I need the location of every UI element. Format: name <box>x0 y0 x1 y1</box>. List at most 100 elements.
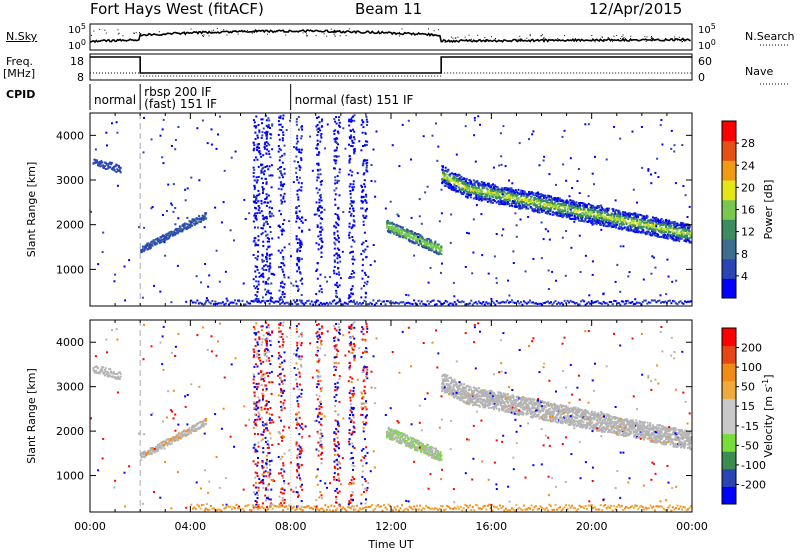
scatter-cell <box>609 215 612 218</box>
scatter-cell <box>334 283 337 286</box>
scatter-cell <box>572 217 574 220</box>
scatter-cell <box>270 164 273 167</box>
scatter-cell <box>463 191 466 194</box>
scatter-cell <box>525 206 528 208</box>
scatter-cell <box>362 162 365 165</box>
scatter-cell <box>684 235 687 237</box>
scatter-cell <box>619 290 622 293</box>
scatter-cell <box>260 233 263 236</box>
scatter-cell <box>150 451 153 454</box>
scatter-cell <box>295 280 298 283</box>
scatter-cell <box>210 143 213 146</box>
scatter-cell <box>477 191 480 194</box>
scatter-cell <box>686 216 689 218</box>
scatter-cell <box>349 158 352 160</box>
scatter-cell <box>449 388 452 391</box>
scatter-cell <box>253 179 256 182</box>
scatter-cell <box>419 235 422 238</box>
scatter-cell <box>270 282 273 285</box>
scatter-cell <box>415 235 418 238</box>
scatter-cell <box>389 301 391 304</box>
scatter-cell <box>265 124 268 127</box>
scatter-cell <box>496 193 499 196</box>
scatter-cell <box>414 241 417 244</box>
scatter-cell <box>622 221 624 224</box>
scatter-cell <box>366 303 369 306</box>
scatter-cell <box>257 239 260 242</box>
scatter-cell <box>673 150 676 153</box>
scatter-cell <box>650 227 653 230</box>
scatter-cell <box>676 222 679 225</box>
scatter-cell <box>546 199 549 202</box>
scatter-cell <box>116 184 119 187</box>
scatter-cell <box>649 231 652 234</box>
scatter-cell <box>317 169 319 172</box>
scatter-cell <box>435 303 438 306</box>
scatter-cell <box>675 231 678 234</box>
scatter-cell <box>605 221 608 224</box>
scatter-cell <box>177 232 179 235</box>
scatter-cell <box>317 153 320 156</box>
scatter-cell <box>141 248 144 251</box>
scatter-cell <box>538 302 540 305</box>
scatter-cell <box>177 228 179 230</box>
scatter-cell <box>497 200 500 203</box>
scatter-cell <box>452 384 455 387</box>
scatter-cell <box>672 221 675 224</box>
scatter-cell <box>293 160 296 163</box>
scatter-cell <box>350 288 353 291</box>
scatter-cell <box>654 230 657 233</box>
scatter-cell <box>444 300 447 302</box>
scatter-cell <box>594 209 597 212</box>
scatter-cell <box>208 301 211 304</box>
scatter-cell <box>539 206 542 209</box>
scatter-cell <box>334 182 337 185</box>
scatter-cell <box>335 116 338 118</box>
scatter-cell <box>472 251 475 254</box>
scatter-cell <box>300 245 302 248</box>
scatter-cell <box>278 166 281 169</box>
scatter-cell <box>260 155 263 158</box>
scatter-cell <box>300 148 303 151</box>
scatter-cell <box>98 372 101 375</box>
scatter-cell <box>536 194 539 197</box>
scatter-cell <box>635 217 638 220</box>
scatter-cell <box>196 127 199 130</box>
scatter-cell <box>102 366 105 369</box>
scatter-cell <box>146 244 149 247</box>
scatter-cell <box>351 170 354 173</box>
scatter-cell <box>480 199 483 202</box>
scatter-cell <box>440 271 442 274</box>
scatter-cell <box>619 245 622 248</box>
scatter-cell <box>265 248 268 251</box>
scatter-cell <box>640 303 643 306</box>
scatter-cell <box>474 180 477 183</box>
scatter-cell <box>601 214 604 217</box>
scatter-cell <box>283 276 286 279</box>
scatter-cell <box>164 254 167 257</box>
scatter-cell <box>605 302 608 305</box>
scatter-cell <box>560 204 563 207</box>
scatter-cell <box>171 233 174 236</box>
scatter-cell <box>594 155 596 158</box>
scatter-cell <box>495 201 498 204</box>
scatter-cell <box>377 299 379 302</box>
scatter-cell <box>504 301 507 304</box>
scatter-cell <box>281 126 284 128</box>
scatter-cell <box>93 369 96 372</box>
scatter-cell <box>526 196 529 198</box>
scatter-cell <box>572 204 574 207</box>
scatter-cell <box>102 231 105 234</box>
scatter-cell <box>161 156 164 159</box>
scatter-cell <box>438 300 441 303</box>
scatter-cell <box>281 161 284 164</box>
scatter-cell <box>267 168 270 171</box>
scatter-cell <box>454 392 457 395</box>
scatter-cell <box>675 236 678 239</box>
scatter-cell <box>524 197 527 200</box>
scatter-cell <box>308 228 311 231</box>
scatter-cell <box>348 231 351 234</box>
scatter-cell <box>417 233 420 236</box>
scatter-cell <box>350 144 353 147</box>
scatter-cell <box>108 373 111 376</box>
